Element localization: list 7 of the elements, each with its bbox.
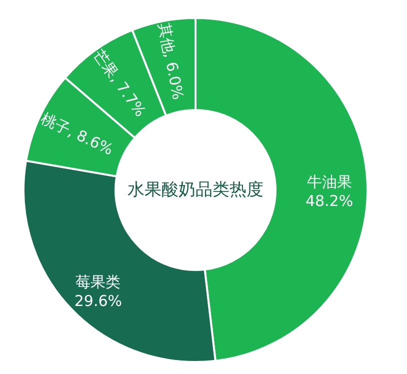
slice-label: 莓果类 <box>76 273 121 292</box>
text: 水果酸奶品类热度 <box>128 180 264 200</box>
slice-label: 其他, 6.0% <box>154 21 188 102</box>
slice-label: 牛油果 <box>306 173 352 192</box>
slice-label: 桃子, 8.6% <box>38 109 116 159</box>
data-label: 48.2% <box>305 192 354 210</box>
data-label: 29.6% <box>74 292 122 310</box>
